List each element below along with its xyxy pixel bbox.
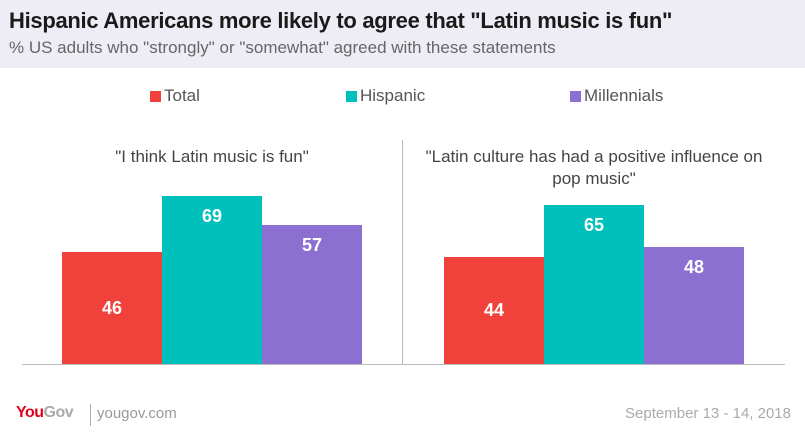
chart-subtitle: % US adults who "strongly" or "somewhat"…	[9, 38, 556, 57]
bar-hispanic	[162, 195, 262, 364]
legend-total: Total	[150, 86, 200, 106]
panel-title-1: "I think Latin music is fun"	[115, 147, 309, 166]
legend-swatch	[150, 90, 161, 102]
bar-total	[444, 256, 544, 364]
bar-millennials	[644, 246, 744, 364]
data-label: 46	[101, 297, 123, 318]
bar-total	[62, 251, 162, 364]
legend-millennials: Millennials	[570, 86, 663, 106]
footer-separator	[90, 404, 91, 426]
bar-millennials	[262, 224, 362, 364]
legend-swatch	[570, 90, 581, 102]
data-label: 57	[301, 234, 323, 255]
header: Hispanic Americans more likely to agree …	[0, 0, 805, 68]
panel-divider	[402, 140, 403, 365]
legend-label: Hispanic	[360, 86, 426, 105]
legend-label: Total	[164, 86, 200, 105]
chart-title: Hispanic Americans more likely to agree …	[9, 8, 673, 33]
legend-hispanic: Hispanic	[346, 86, 425, 106]
yougov-logo: YouGov	[16, 404, 74, 421]
footer-date: September 13 - 14, 2018	[625, 405, 791, 422]
data-label: 44	[483, 300, 505, 321]
baseline	[22, 364, 785, 365]
data-label: 65	[583, 215, 605, 236]
data-label: 48	[683, 256, 705, 277]
bar-hispanic	[544, 205, 644, 364]
footer-url: yougov.com	[97, 405, 177, 422]
legend-label: Millennials	[584, 86, 664, 105]
data-label: 69	[201, 205, 223, 226]
legend-swatch	[346, 90, 357, 102]
panel-title-2: "Latin culture has had a positive influe…	[425, 147, 763, 188]
